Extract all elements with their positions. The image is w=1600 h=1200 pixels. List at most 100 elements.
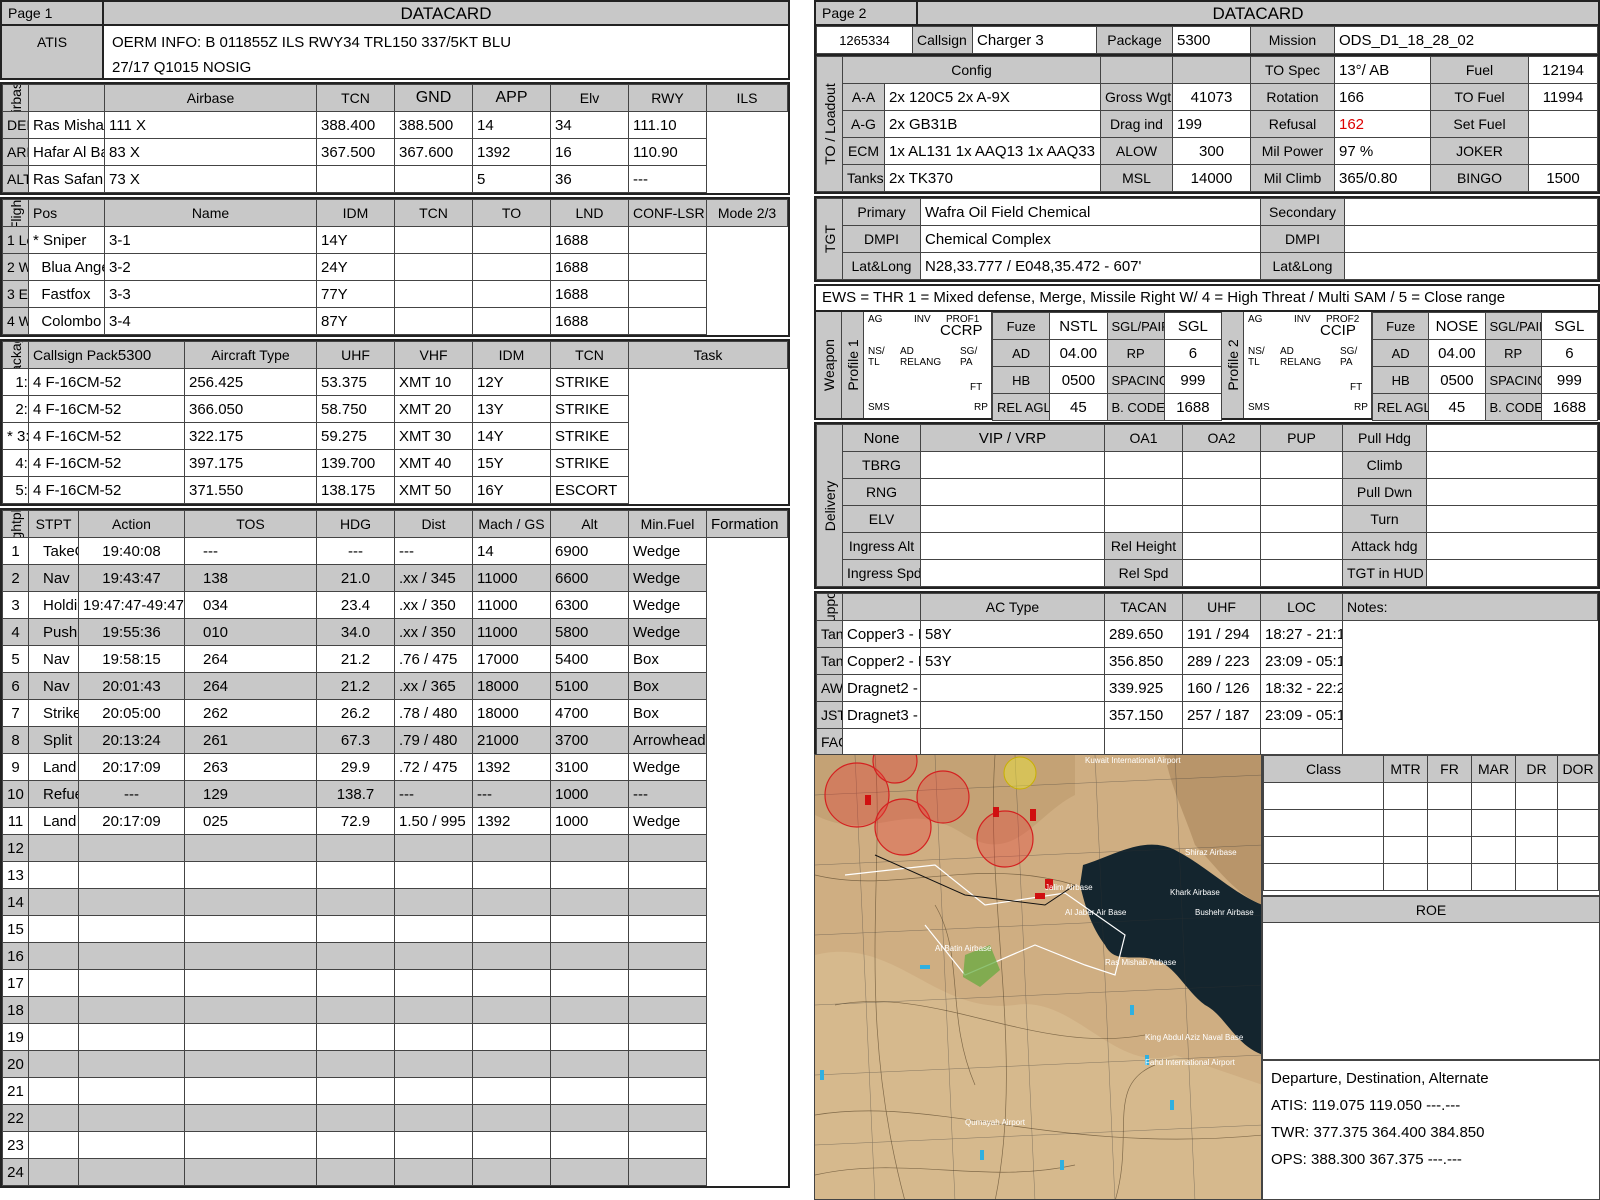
flightplan-cell: --- xyxy=(394,780,473,808)
flightplan-cell: 1392 xyxy=(472,753,551,781)
profile-fuze: NOSE xyxy=(1428,312,1486,340)
flightplan-row: 5 Nav 19:58:15 264 21.2.76 / 475 17000 5400 Box xyxy=(2,645,788,673)
flightplan-cell: 5800 xyxy=(550,618,629,646)
atis-text: OERM INFO: B 011855Z ILS RWY34 TRL150 33… xyxy=(104,26,788,78)
flightplan-cell: 14 xyxy=(472,537,551,565)
flightplan-cell: 21 xyxy=(2,1077,29,1105)
flightplan-row: 7 Strike 20:05:00 262 26.2.78 / 480 18000 4700… xyxy=(2,699,788,727)
flightplan-cell: 263 xyxy=(184,753,317,781)
package-cell: XMT 50 xyxy=(394,476,473,504)
flightplan-cell: 20 xyxy=(2,1050,29,1078)
class-hdr-cell: MTR xyxy=(1383,755,1428,783)
sup-hdr-blank xyxy=(842,593,921,621)
map-label: Khark Airbase xyxy=(1170,888,1220,897)
roe-box: ROE xyxy=(1262,896,1600,1060)
flightplan-cell xyxy=(472,834,551,862)
flightplan-cell xyxy=(184,888,317,916)
tactical-map[interactable]: Kuwait International Airport Al Jaber Air… xyxy=(814,754,1262,1200)
ews-line: EWS = THR 1 = Mixed defense, Merge, Miss… xyxy=(814,284,1600,312)
flightplan-cell xyxy=(628,888,707,916)
class-r3c4 xyxy=(1471,836,1516,864)
flightplan-cell xyxy=(316,1077,395,1105)
support-cell: FAC xyxy=(816,728,843,756)
class-hdr-cell: Class xyxy=(1263,755,1384,783)
flightplan-cell xyxy=(628,861,707,889)
del-turn-v xyxy=(1426,505,1598,533)
flightplan-cell xyxy=(550,1104,629,1132)
profile-ag: AG xyxy=(1248,314,1263,325)
flightplan-cell xyxy=(628,915,707,943)
flightplan-cell: 21000 xyxy=(472,726,551,754)
airbase-cell: Ras Mishab Airbase xyxy=(28,111,105,139)
flightplan-cell xyxy=(28,942,79,970)
flightplan-cell xyxy=(78,915,185,943)
airbase-hdr-elv: Elv xyxy=(550,84,629,112)
del-c11 xyxy=(1260,559,1343,587)
flightplan-cell xyxy=(394,834,473,862)
del-oa1: OA1 xyxy=(1104,424,1183,452)
page2-header: Page 2 DATACARD xyxy=(814,0,1600,26)
support-cell: Dragnet3 - E-8C xyxy=(842,701,921,729)
flightplan-cell: 11000 xyxy=(472,564,551,592)
profile-ns: NS/ xyxy=(1248,346,1265,357)
profile-display: AG INV PROF2 CCIP NS/TL AD RELANG SG/PA FT SMS RP xyxy=(1244,312,1372,418)
ag-value: 2x GB31B xyxy=(884,110,1101,138)
profile-ad: AD xyxy=(1280,346,1294,357)
pkg-hdr-idm: IDM xyxy=(472,341,551,369)
support-row: FAC xyxy=(816,728,1598,756)
flightplan-cell xyxy=(550,834,629,862)
del-c4 xyxy=(1104,478,1183,506)
callsign-label: Callsign xyxy=(912,26,973,54)
flightplan-cell xyxy=(184,834,317,862)
flight-cell xyxy=(628,253,707,281)
class-r4c5 xyxy=(1515,863,1558,891)
flightplan-cell: 18000 xyxy=(472,672,551,700)
flightplan-cell: 9 xyxy=(2,753,29,781)
flightplan-cell: Land xyxy=(28,753,79,781)
flightplan-cell: Box xyxy=(628,645,707,673)
package-cell: STRIKE xyxy=(550,395,629,423)
flightplan-cell: Wedge xyxy=(628,618,707,646)
flightplan-cell: 16 xyxy=(2,942,29,970)
class-r2c3 xyxy=(1427,809,1472,837)
flightplan-cell xyxy=(184,861,317,889)
flightplan-cell xyxy=(184,1077,317,1105)
flightplan-cell: 21.2 xyxy=(316,672,395,700)
flightplan-cell: 034 xyxy=(184,591,317,619)
flightplan-cell: 20:17:09 xyxy=(78,753,185,781)
flightplan-cell: 5400 xyxy=(550,645,629,673)
flightplan-cell: 6 xyxy=(2,672,29,700)
flightplan-row: 2 Nav 19:43:47 138 21.0 .xx / 345 11000 6600 Wed… xyxy=(2,564,788,592)
map-label: Jalim Airbase xyxy=(1045,883,1093,892)
flightplan-cell: 1 xyxy=(2,537,29,565)
flightplan-cell: Wedge xyxy=(628,537,707,565)
support-cell: 18:32 - 22:27 xyxy=(1260,674,1343,702)
gw-value: 41073 xyxy=(1172,83,1251,111)
package-cell: STRIKE xyxy=(550,422,629,450)
profile-rp: RP xyxy=(974,402,988,413)
flightplan-cell: 20:01:43 xyxy=(78,672,185,700)
flightplan-cell: 3100 xyxy=(550,753,629,781)
flight-cell: 24Y xyxy=(316,253,395,281)
atis-label: ATIS xyxy=(2,26,104,78)
del-tbrg: TBRG xyxy=(842,451,921,479)
flight-cell xyxy=(628,307,707,335)
flightplan-row: 24 xyxy=(2,1158,788,1186)
secondary-label: Secondary xyxy=(1260,198,1345,226)
flightplan-cell: 67.3 xyxy=(316,726,395,754)
fp-hdr-tos: TOS xyxy=(184,510,317,538)
del-c3 xyxy=(1260,451,1343,479)
class-r2c1 xyxy=(1263,809,1384,837)
map-label: Kuwait International Airport xyxy=(1085,756,1181,765)
flightplan-cell xyxy=(316,996,395,1024)
flightplan-cell: .78 / 480 xyxy=(394,699,473,727)
profile-rpv: 6 xyxy=(1540,339,1599,367)
flightplan-cell xyxy=(550,1050,629,1078)
flightplan-cell xyxy=(550,861,629,889)
milclimb-label: Mil Climb xyxy=(1250,164,1335,192)
class-r1c3 xyxy=(1427,782,1472,810)
flightplan-cell xyxy=(472,1050,551,1078)
flightplan-cell xyxy=(628,1131,707,1159)
